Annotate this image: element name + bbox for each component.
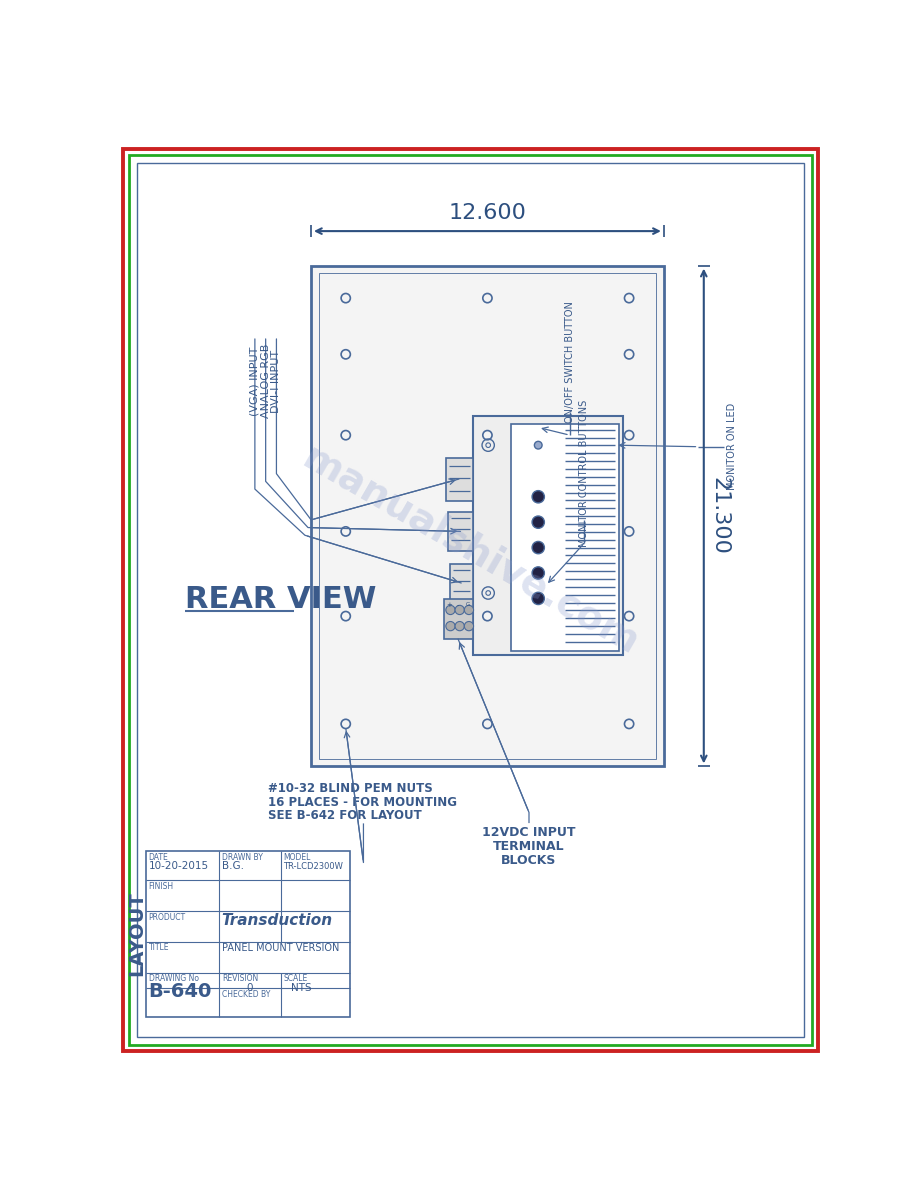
Circle shape bbox=[455, 621, 465, 631]
Text: 10-20-2015: 10-20-2015 bbox=[149, 861, 208, 871]
Bar bbox=[319, 273, 656, 759]
Text: 16 PLACES - FOR MOUNTING: 16 PLACES - FOR MOUNTING bbox=[268, 796, 457, 809]
Circle shape bbox=[446, 621, 455, 631]
Circle shape bbox=[341, 349, 351, 359]
Circle shape bbox=[624, 612, 633, 620]
Bar bbox=[446, 459, 473, 500]
Text: REAR VIEW: REAR VIEW bbox=[185, 586, 376, 614]
Text: LAYOUT: LAYOUT bbox=[127, 891, 146, 977]
Text: DVI-I INPUT: DVI-I INPUT bbox=[272, 349, 282, 412]
Circle shape bbox=[341, 719, 351, 728]
Bar bbox=[146, 851, 351, 1017]
Bar bbox=[448, 512, 473, 551]
Circle shape bbox=[483, 719, 492, 728]
Text: FINISH: FINISH bbox=[149, 881, 174, 891]
Text: ANALOG RGB: ANALOG RGB bbox=[261, 345, 271, 418]
Circle shape bbox=[624, 526, 633, 536]
Circle shape bbox=[534, 441, 543, 449]
Circle shape bbox=[483, 430, 492, 440]
Circle shape bbox=[446, 606, 455, 614]
Text: PRODUCT: PRODUCT bbox=[149, 912, 185, 922]
Text: PANEL MOUNT VERSION: PANEL MOUNT VERSION bbox=[222, 943, 339, 953]
Text: +: + bbox=[446, 602, 452, 608]
Text: TITLE: TITLE bbox=[149, 943, 169, 953]
Circle shape bbox=[532, 491, 544, 503]
Text: NTS: NTS bbox=[291, 984, 312, 993]
Circle shape bbox=[455, 606, 465, 614]
Text: BLOCKS: BLOCKS bbox=[501, 854, 556, 867]
Circle shape bbox=[341, 293, 351, 303]
Text: DRAWN BY: DRAWN BY bbox=[222, 853, 263, 861]
Text: (VGA) INPUT: (VGA) INPUT bbox=[250, 347, 260, 416]
Text: B-640: B-640 bbox=[149, 981, 212, 1000]
Circle shape bbox=[532, 593, 544, 605]
Circle shape bbox=[532, 542, 544, 554]
Text: B.G.: B.G. bbox=[222, 861, 244, 871]
Text: 12.600: 12.600 bbox=[449, 203, 526, 223]
Circle shape bbox=[341, 526, 351, 536]
Circle shape bbox=[532, 516, 544, 529]
Circle shape bbox=[532, 567, 544, 580]
Text: TERMINAL: TERMINAL bbox=[493, 840, 565, 853]
Circle shape bbox=[483, 612, 492, 620]
Circle shape bbox=[624, 293, 633, 303]
Bar bbox=[450, 564, 473, 602]
Text: MONITOR ON LED: MONITOR ON LED bbox=[726, 403, 736, 491]
Text: DRAWING No: DRAWING No bbox=[149, 974, 198, 984]
Bar bbox=[311, 266, 664, 766]
Circle shape bbox=[465, 606, 474, 614]
Circle shape bbox=[624, 349, 633, 359]
Text: 12VDC INPUT: 12VDC INPUT bbox=[482, 827, 576, 839]
Text: TR-LCD2300W: TR-LCD2300W bbox=[284, 861, 343, 871]
Text: MODEL: MODEL bbox=[284, 853, 310, 861]
Circle shape bbox=[624, 719, 633, 728]
Circle shape bbox=[465, 621, 474, 631]
Text: Transduction: Transduction bbox=[222, 912, 333, 928]
Text: G: G bbox=[465, 602, 469, 607]
Circle shape bbox=[483, 293, 492, 303]
Text: REVISION: REVISION bbox=[222, 974, 258, 984]
Text: MONITOR CONTROL BUTTONS: MONITOR CONTROL BUTTONS bbox=[579, 400, 589, 548]
Bar bbox=[473, 416, 623, 655]
Text: 0: 0 bbox=[246, 984, 252, 993]
Circle shape bbox=[624, 430, 633, 440]
Text: manualshive.com: manualshive.com bbox=[297, 438, 646, 663]
Text: -: - bbox=[457, 602, 459, 608]
Text: SEE B-642 FOR LAYOUT: SEE B-642 FOR LAYOUT bbox=[268, 809, 421, 822]
Circle shape bbox=[341, 612, 351, 620]
Text: SCALE: SCALE bbox=[284, 974, 308, 984]
Bar bbox=[511, 424, 619, 651]
Text: ON/OFF SWITCH BUTTON: ON/OFF SWITCH BUTTON bbox=[565, 301, 575, 423]
Text: CHECKED BY: CHECKED BY bbox=[222, 991, 270, 999]
Bar bbox=[443, 599, 473, 639]
Text: DATE: DATE bbox=[149, 853, 168, 861]
Text: #10-32 BLIND PEM NUTS: #10-32 BLIND PEM NUTS bbox=[268, 782, 432, 795]
Circle shape bbox=[341, 430, 351, 440]
Text: 21.300: 21.300 bbox=[710, 478, 729, 555]
